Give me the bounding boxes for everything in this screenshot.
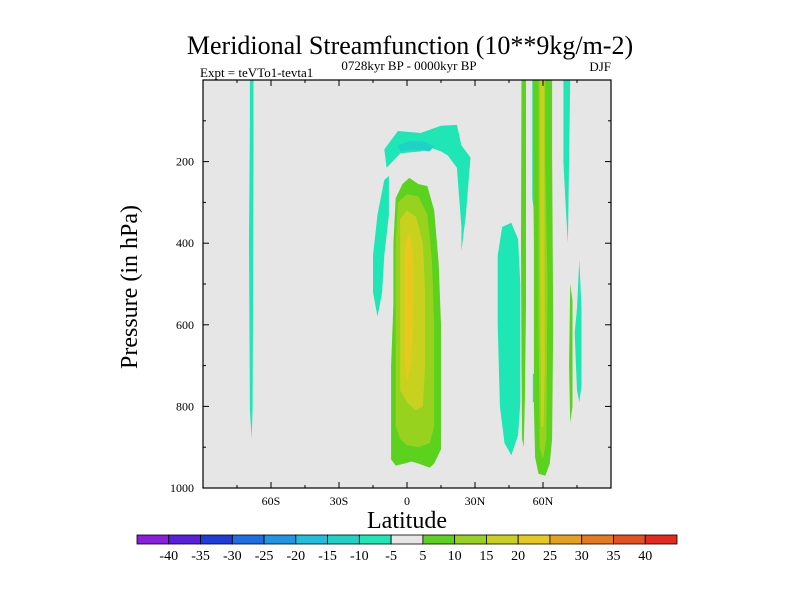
colorbar-swatch <box>422 534 456 545</box>
contour-region-12 <box>404 231 414 382</box>
y-tick-label: 600 <box>176 318 194 332</box>
colorbar-label: -10 <box>350 549 369 564</box>
experiment-annotation: Expt = teVTo1-tevta1 <box>200 65 313 80</box>
colorbar-swatch <box>581 534 614 545</box>
season-annotation: DJF <box>589 59 611 74</box>
colorbar-label: 40 <box>638 549 652 564</box>
x-tick-label: 30N <box>465 494 486 508</box>
colorbar: -40 -35 -30 -25 -20 -15 -10 -5 5 10 15 20 25 30 35 40 <box>136 534 678 564</box>
colorbar-label: 25 <box>543 549 557 564</box>
contour-region-16 <box>521 80 526 448</box>
period-annotation: 0728kyr BP - 0000kyr BP <box>341 58 476 73</box>
colorbar-label: -20 <box>286 549 305 564</box>
colorbar-swatch <box>136 534 170 545</box>
chart-title: Meridional Streamfunction (10**9kg/m-2) <box>187 31 633 60</box>
contour-region-15 <box>540 80 545 427</box>
y-tick-label: 200 <box>176 155 194 169</box>
colorbar-swatch <box>327 534 360 545</box>
colorbar-swatch <box>231 534 265 545</box>
colorbar-swatch <box>200 534 233 545</box>
y-tick-label: 1000 <box>170 481 194 495</box>
colorbar-label: 15 <box>479 549 493 564</box>
colorbar-label: -25 <box>255 549 274 564</box>
colorbar-label: 5 <box>419 549 426 564</box>
x-axis-label: Latitude <box>367 508 447 534</box>
colorbar-swatch <box>263 534 297 545</box>
x-axis-ticks: 60S 30S 0 30N 60N <box>202 80 612 508</box>
x-tick-label: 60N <box>533 494 554 508</box>
colorbar-label: 10 <box>448 549 462 564</box>
colorbar-label: -40 <box>159 549 178 564</box>
colorbar-swatch <box>295 534 328 545</box>
colorbar-swatch <box>517 534 551 545</box>
contour-region-2 <box>397 141 435 152</box>
y-axis-label: Pressure (in hPa) <box>117 205 143 369</box>
x-tick-label: 60S <box>262 494 281 508</box>
contour-region-7 <box>563 80 571 244</box>
colorbar-label: 35 <box>606 549 620 564</box>
contour-region-4 <box>497 222 521 456</box>
y-tick-label: 400 <box>176 236 194 250</box>
contour-region-17 <box>569 284 573 423</box>
y-tick-label: 800 <box>176 399 194 413</box>
contour-region-1 <box>384 124 471 252</box>
colorbar-label: -30 <box>223 549 242 564</box>
colorbar-swatch <box>454 534 487 545</box>
contour-region-3 <box>373 175 389 317</box>
x-tick-label: 0 <box>404 494 410 508</box>
colorbar-swatch <box>613 534 646 545</box>
colorbar-swatch <box>549 534 583 545</box>
x-tick-label: 30S <box>330 494 349 508</box>
contour-regions <box>249 80 582 476</box>
colorbar-label: -5 <box>385 549 397 564</box>
colorbar-swatch <box>486 534 519 545</box>
contour-region-0 <box>249 80 254 439</box>
y-axis-ticks: 200 400 600 800 1000 <box>170 120 611 495</box>
colorbar-label: -35 <box>191 549 210 564</box>
colorbar-swatch <box>644 534 678 545</box>
colorbar-swatch <box>390 534 424 545</box>
colorbar-swatch <box>358 534 392 545</box>
colorbar-swatch <box>168 534 201 545</box>
contour-region-8 <box>574 259 582 403</box>
colorbar-label: 20 <box>511 549 525 564</box>
colorbar-label: -15 <box>318 549 337 564</box>
colorbar-label: 30 <box>575 549 589 564</box>
